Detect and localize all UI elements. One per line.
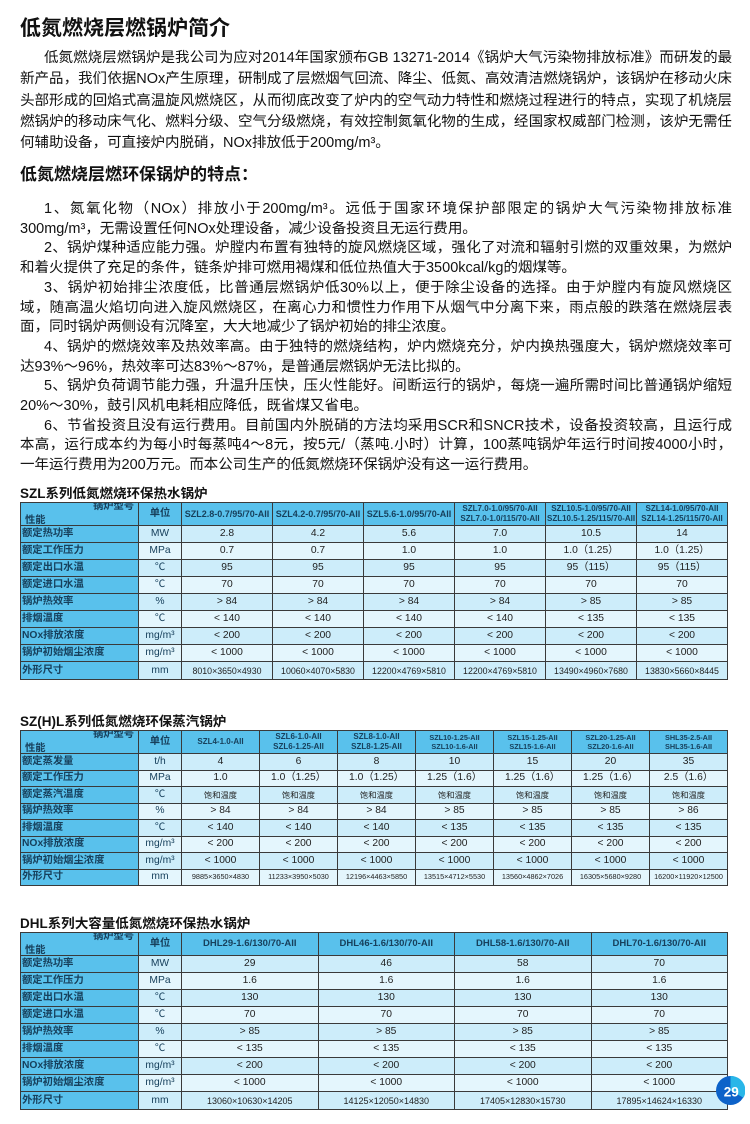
svg-text:29: 29 bbox=[723, 1085, 738, 1100]
